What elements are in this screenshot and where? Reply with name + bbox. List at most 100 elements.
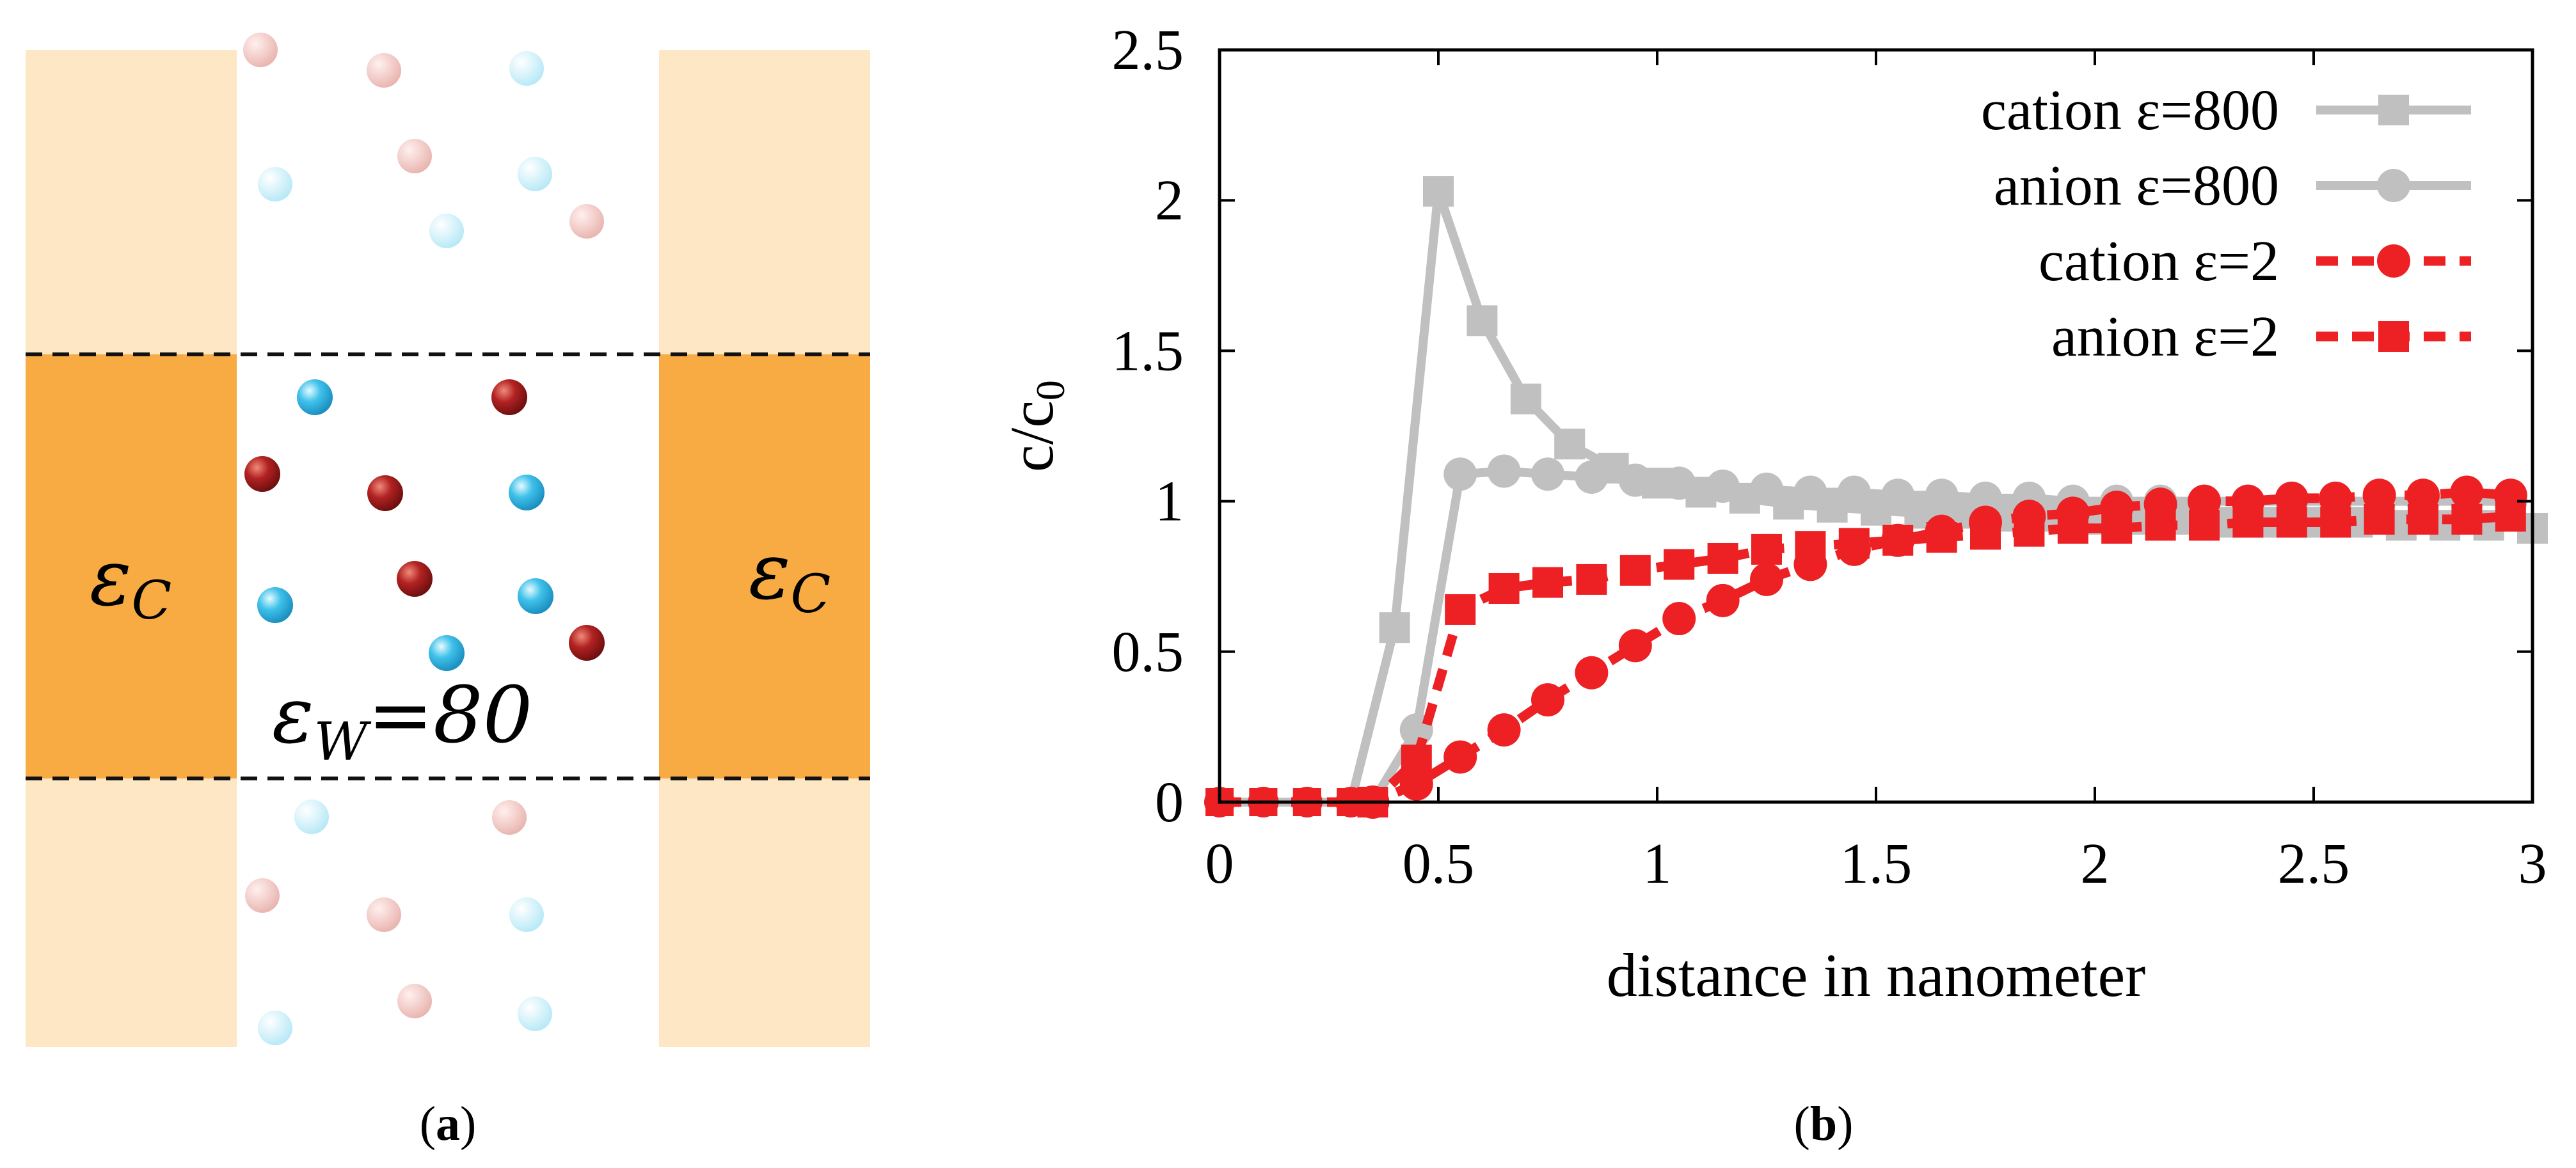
data-point (1487, 713, 1521, 747)
y-axis-title: c/c0 (998, 380, 1073, 472)
data-point (1662, 466, 1696, 500)
ions-confined (244, 379, 605, 671)
series-cation-2 (1204, 475, 2527, 819)
y-axis-ticks: 0 0.5 1 1.5 2 2.5 (1112, 19, 2532, 834)
x-tick-label: 1.5 (1840, 832, 1912, 896)
epsilon-symbol: ε (90, 532, 131, 623)
anion-ion (518, 578, 553, 614)
data-point (1750, 562, 1783, 596)
data-point (2451, 503, 2483, 535)
data-point (1510, 383, 1541, 414)
data-point (1969, 481, 2002, 515)
x-tick-label: 2.5 (2278, 832, 2350, 896)
anion-ion (257, 587, 293, 623)
panel-b-chart: 0 0.5 1 1.5 2 2.5 3 0 0.5 1 1.5 2 2.5 distance in n… (998, 19, 2548, 1151)
left-confinement-wall (26, 354, 237, 778)
cation-ion (367, 53, 401, 88)
data-point (1399, 767, 1433, 801)
data-point (1618, 463, 1652, 497)
legend-swatch-marker (2377, 169, 2410, 202)
legend-label: cation ε=800 (1981, 79, 2279, 142)
legend-swatch-marker (2377, 244, 2410, 278)
legend-swatch-marker (2378, 321, 2409, 352)
anion-ion (294, 800, 329, 834)
data-point (1881, 523, 1915, 557)
right-wall-faded-bottom (659, 778, 870, 1047)
left-wall-faded-bottom (26, 778, 237, 1047)
panel-b-caption: (b) (1794, 1097, 1854, 1151)
cation-ion (492, 800, 527, 835)
anion-ion (518, 157, 552, 191)
legend-swatch-marker (2378, 95, 2409, 125)
data-point (1532, 567, 1563, 598)
cation-ion (367, 475, 403, 511)
y-axis-title-subscript: 0 (1028, 380, 1073, 400)
data-point (1554, 429, 1586, 460)
left-wall-permittivity-label: εC (90, 532, 171, 631)
legend-label: anion ε=2 (2051, 305, 2279, 368)
y-tick-label: 1.5 (1112, 319, 1184, 383)
data-point (1662, 602, 1696, 636)
data-point (1793, 548, 1827, 581)
anion-ion (509, 51, 544, 86)
data-point (1445, 594, 1476, 625)
data-point (1379, 612, 1410, 643)
water-permittivity-value: =80 (368, 670, 532, 761)
data-point (1925, 478, 1959, 512)
y-tick-label: 0.5 (1112, 620, 1184, 684)
legend-label: cation ε=2 (2039, 230, 2279, 293)
data-point (2450, 475, 2484, 509)
legend-label: anion ε=800 (1994, 154, 2279, 217)
data-point (1575, 656, 1609, 690)
x-tick-label: 0.5 (1403, 832, 1475, 896)
anion-ion (509, 897, 544, 932)
right-wall-permittivity-label: εC (749, 526, 831, 625)
data-point (1423, 176, 1454, 207)
data-point (1750, 472, 1783, 506)
data-point (1531, 457, 1564, 491)
y-tick-label: 1 (1155, 470, 1184, 533)
caption-open-paren: ( (1794, 1097, 1810, 1151)
data-point (2275, 481, 2309, 515)
data-point (1925, 514, 1959, 548)
data-point (1969, 505, 2002, 539)
anion-ion (429, 635, 465, 671)
data-point (1531, 683, 1564, 717)
x-tick-label: 1 (1643, 832, 1672, 896)
water-subscript: W (314, 712, 371, 773)
anion-ion (258, 167, 292, 201)
data-point (1443, 740, 1477, 774)
y-tick-label: 2.5 (1112, 19, 1184, 82)
data-point (2143, 487, 2177, 521)
cation-ion (397, 561, 433, 597)
y-axis-title-main: c/c (998, 400, 1066, 472)
data-point (2362, 478, 2396, 512)
y-tick-label: 2 (1155, 169, 1184, 232)
data-point (1706, 583, 1740, 617)
data-point (1618, 629, 1652, 663)
data-point (1751, 533, 1782, 565)
legend: cation ε=800 anion ε=800 cation ε=2 anion ε… (1981, 79, 2471, 368)
caption-close-paren: ) (460, 1097, 476, 1151)
x-axis-ticks: 0 0.5 1 1.5 2 2.5 3 (1205, 50, 2547, 896)
data-point (1707, 542, 1738, 574)
data-point (2012, 500, 2046, 533)
epsilon-symbol: ε (272, 670, 314, 761)
right-wall-faded-top (659, 50, 870, 354)
caption-close-paren: ) (1837, 1097, 1853, 1151)
data-point (2188, 484, 2221, 518)
left-wall-faded-top (26, 50, 237, 354)
x-tick-label: 3 (2518, 832, 2547, 896)
caption-letter: b (1810, 1097, 1837, 1151)
data-point (1706, 470, 1740, 503)
data-point (2231, 484, 2265, 518)
data-point (2493, 478, 2527, 512)
anion-ion (429, 214, 464, 248)
x-tick-label: 0 (1205, 832, 1234, 896)
data-point (2319, 481, 2353, 515)
y-tick-label: 0 (1155, 771, 1184, 834)
plot-body (1204, 176, 2548, 819)
data-point (1487, 454, 1521, 488)
cation-ion (491, 379, 527, 415)
data-point (1619, 555, 1651, 586)
